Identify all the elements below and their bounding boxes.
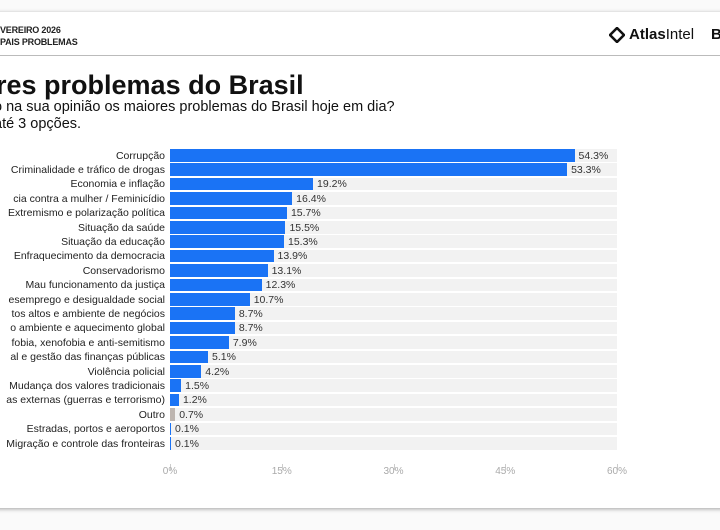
atlas-logo-icon bbox=[609, 26, 625, 43]
value-label: 54.3% bbox=[578, 149, 609, 162]
bar-track bbox=[170, 350, 617, 364]
value-label: 15.5% bbox=[289, 221, 320, 234]
category-label: Situação da saúde bbox=[78, 221, 165, 234]
bar bbox=[170, 365, 202, 378]
x-tick-label: 60% bbox=[606, 466, 628, 477]
value-label: 19.2% bbox=[317, 178, 347, 191]
x-tick bbox=[281, 464, 283, 470]
category-label: Estradas, portos e aeroportos bbox=[26, 423, 165, 436]
report-section: PAIS PROBLEMAS bbox=[0, 37, 78, 47]
value-label: 13.9% bbox=[277, 250, 308, 263]
bar bbox=[170, 221, 286, 234]
bar bbox=[170, 437, 171, 450]
bar-track bbox=[170, 408, 617, 421]
x-tick-label: 45% bbox=[495, 466, 516, 477]
value-label: 15.7% bbox=[290, 207, 321, 220]
bar-track bbox=[170, 264, 617, 277]
bar-track bbox=[170, 365, 617, 378]
bar-track bbox=[170, 336, 617, 349]
category-label: tos altos e ambiente de negócios bbox=[11, 307, 165, 320]
value-label: 0.7% bbox=[179, 408, 204, 421]
category-label: Migração e controle das fronteiras bbox=[6, 437, 165, 450]
bar bbox=[170, 307, 235, 320]
x-tick-label: 0% bbox=[162, 466, 178, 477]
bar-track bbox=[170, 307, 617, 320]
category-label: Corrupção bbox=[115, 149, 165, 162]
x-tick-label: 15% bbox=[271, 466, 292, 477]
x-tick bbox=[393, 464, 395, 470]
category-label: Situação da educação bbox=[61, 235, 165, 248]
bar bbox=[170, 264, 268, 277]
report-date: VEREIRO 2026 bbox=[0, 25, 61, 35]
bar-track bbox=[170, 379, 617, 392]
category-label: fobia, xenofobia e anti-semitismo bbox=[11, 336, 166, 349]
value-label: 10.7% bbox=[253, 293, 284, 306]
bar bbox=[170, 278, 262, 292]
value-label: 7.9% bbox=[232, 336, 257, 349]
value-label: 13.1% bbox=[271, 264, 302, 277]
value-label: 1.5% bbox=[185, 379, 210, 392]
bar bbox=[170, 163, 568, 176]
bar bbox=[170, 393, 179, 407]
bar bbox=[170, 321, 235, 335]
value-label: 0.1% bbox=[175, 423, 199, 436]
value-label: 15.3% bbox=[287, 235, 318, 248]
x-tick bbox=[505, 464, 507, 470]
category-label: Outro bbox=[138, 408, 165, 421]
x-tick bbox=[617, 464, 618, 470]
category-label: Violência policial bbox=[87, 365, 165, 378]
question-text: o na sua opinião os maiores problemas do… bbox=[0, 99, 395, 115]
category-label: Conservadorismo bbox=[82, 264, 165, 277]
category-label: Enfraquecimento da democracia bbox=[13, 250, 165, 263]
value-label: 16.4% bbox=[296, 192, 326, 205]
bar-track bbox=[170, 293, 617, 306]
page-title: res problemas do Brasil bbox=[0, 70, 304, 100]
value-label: 5.1% bbox=[211, 351, 236, 364]
bar bbox=[170, 336, 229, 349]
bar bbox=[170, 235, 284, 248]
bar bbox=[170, 293, 250, 306]
category-label: Economia e inflação bbox=[70, 178, 165, 191]
bar-track bbox=[170, 249, 617, 263]
logo-text-light: Intel bbox=[665, 26, 695, 43]
bar-track bbox=[170, 437, 617, 450]
category-label: Mau funcionamento da justiça bbox=[25, 279, 166, 292]
category-label: Extremismo e polarização política bbox=[8, 207, 165, 220]
logo-text-bold: Atlas bbox=[629, 26, 666, 43]
bar bbox=[170, 192, 293, 205]
header-cut-text: B bbox=[711, 26, 720, 43]
bar bbox=[170, 408, 176, 421]
value-label: 0.1% bbox=[175, 437, 199, 450]
header-divider bbox=[0, 55, 720, 56]
bar-track bbox=[170, 393, 617, 407]
category-label: o ambiente e aquecimento global bbox=[10, 322, 165, 335]
x-tick-label: 30% bbox=[383, 466, 404, 477]
atlasintel-logo: Atlas Intel bbox=[609, 26, 694, 43]
question-instructions: até 3 opções. bbox=[0, 116, 82, 132]
bar bbox=[170, 379, 182, 392]
value-label: 8.7% bbox=[238, 307, 263, 320]
category-label: Mudança dos valores tradicionais bbox=[9, 379, 165, 392]
bar bbox=[170, 422, 171, 436]
category-label: cia contra a mulher / Feminicídio bbox=[13, 192, 165, 205]
bar bbox=[170, 249, 274, 263]
bar bbox=[170, 149, 575, 162]
bar-track bbox=[170, 422, 617, 436]
bar-track bbox=[170, 278, 617, 292]
bar bbox=[170, 206, 287, 220]
category-label: as externas (guerras e terrorismo) bbox=[6, 394, 165, 407]
bar bbox=[170, 350, 208, 364]
bar bbox=[170, 177, 314, 191]
bar-track bbox=[170, 321, 617, 335]
category-label: Criminalidade e tráfico de drogas bbox=[10, 163, 165, 176]
x-tick bbox=[170, 464, 171, 470]
value-label: 53.3% bbox=[571, 163, 601, 176]
category-label: esemprego e desigualdade social bbox=[8, 293, 165, 306]
value-label: 12.3% bbox=[265, 279, 296, 292]
value-label: 8.7% bbox=[238, 322, 263, 335]
value-label: 1.2% bbox=[182, 394, 207, 407]
value-label: 4.2% bbox=[205, 365, 230, 378]
report-header-info: VEREIRO 2026 PAIS PROBLEMAS bbox=[0, 24, 78, 48]
category-label: al e gestão das finanças públicas bbox=[10, 351, 165, 364]
